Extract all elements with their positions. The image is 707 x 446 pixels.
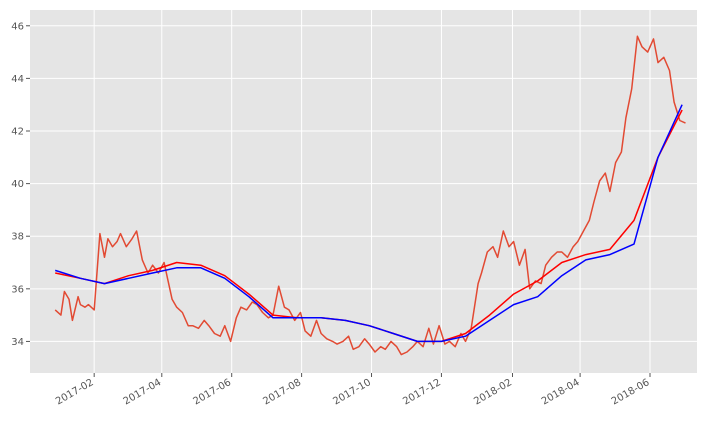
- y-tick-label: 44: [11, 74, 24, 85]
- x-tick-label: 2018-04: [540, 377, 582, 407]
- y-tick-label: 38: [11, 232, 24, 243]
- x-tick-label: 2017-12: [401, 377, 443, 407]
- y-tick-label: 36: [11, 284, 24, 295]
- y-axis-ticks: 34 36 38 40 42 44 46: [11, 21, 30, 348]
- gridlines: [30, 10, 697, 373]
- plot-background: [30, 10, 697, 373]
- y-tick-label: 40: [11, 179, 24, 190]
- y-tick-label: 34: [11, 337, 24, 348]
- x-tick-label: 2017-08: [261, 377, 303, 407]
- y-tick-label: 46: [11, 21, 24, 32]
- x-tick-label: 2017-04: [122, 377, 164, 407]
- x-axis-ticks: 2017-02 2017-04 2017-06 2017-08 2017-10 2017-…: [54, 373, 652, 407]
- x-tick-label: 2018-02: [472, 377, 514, 407]
- series-line-3: [54, 104, 683, 343]
- x-tick-label: 2018-06: [610, 377, 652, 407]
- x-tick-label: 2017-02: [54, 377, 96, 407]
- x-tick-label: 2017-06: [192, 377, 234, 407]
- series-lines: [54, 35, 686, 356]
- y-tick-label: 42: [11, 127, 24, 138]
- x-tick-label: 2017-10: [331, 377, 373, 407]
